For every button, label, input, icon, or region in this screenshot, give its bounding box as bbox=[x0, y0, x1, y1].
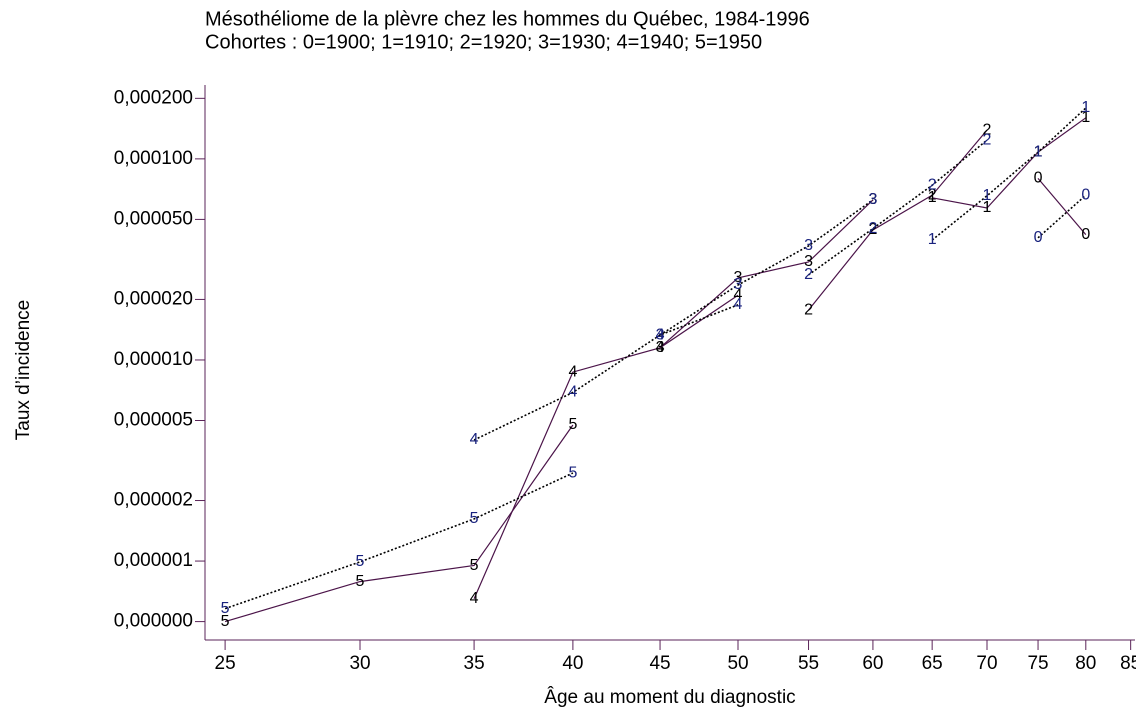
x-tick-label: 75 bbox=[1027, 653, 1048, 674]
point-label: 0 bbox=[1034, 229, 1043, 246]
point-label: 5 bbox=[221, 613, 230, 630]
y-tick-label: 0,000005 bbox=[114, 410, 193, 431]
point-label: 1 bbox=[1081, 99, 1090, 116]
point-label: 3 bbox=[804, 237, 813, 254]
point-label: 5 bbox=[568, 416, 577, 433]
point-label: 4 bbox=[470, 590, 479, 607]
chart-subtitle: Cohortes : 0=1900; 1=1910; 2=1920; 3=193… bbox=[205, 31, 762, 53]
series-line bbox=[1037, 178, 1087, 235]
point-label: 5 bbox=[221, 600, 230, 617]
point-label: 2 bbox=[868, 221, 877, 238]
series-line bbox=[473, 294, 739, 599]
series-line bbox=[659, 199, 874, 349]
point-label: 2 bbox=[804, 301, 813, 318]
y-tick-label: 0,000020 bbox=[114, 288, 193, 309]
point-label: 3 bbox=[656, 326, 665, 343]
x-tick-label: 60 bbox=[862, 653, 883, 674]
point-label: 2 bbox=[804, 266, 813, 283]
x-tick-label: 25 bbox=[215, 653, 236, 674]
point-label: 3 bbox=[868, 191, 877, 208]
y-axis-label: Taux d’incidence bbox=[13, 300, 34, 440]
x-tick-label: 35 bbox=[464, 653, 485, 674]
y-tick-label: 0,000200 bbox=[114, 87, 193, 108]
series-line bbox=[931, 107, 1087, 241]
point-label: 3 bbox=[656, 339, 665, 356]
point-label: 4 bbox=[734, 286, 743, 303]
point-label: 3 bbox=[734, 276, 743, 293]
y-tick-label: 0,000050 bbox=[114, 208, 193, 229]
x-tick-label: 80 bbox=[1075, 653, 1096, 674]
point-label: 5 bbox=[470, 557, 479, 574]
y-tick-label: 0,000001 bbox=[114, 550, 193, 571]
point-label: 5 bbox=[356, 573, 365, 590]
point-label: 2 bbox=[983, 121, 992, 138]
point-label: 4 bbox=[568, 363, 577, 380]
x-tick-label: 50 bbox=[727, 653, 748, 674]
point-label: 1 bbox=[983, 199, 992, 216]
x-tick-label: 40 bbox=[562, 653, 583, 674]
point-label: 2 bbox=[868, 220, 877, 237]
x-tick-label: 70 bbox=[976, 653, 997, 674]
x-tick-label: 55 bbox=[798, 653, 819, 674]
x-tick-label: 85 bbox=[1120, 653, 1136, 674]
series-line bbox=[659, 199, 874, 336]
point-label: 3 bbox=[804, 253, 813, 270]
series-line bbox=[1037, 194, 1087, 239]
point-label: 0 bbox=[1034, 170, 1043, 187]
x-tick-label: 30 bbox=[349, 653, 370, 674]
point-label: 2 bbox=[928, 176, 937, 193]
series-line bbox=[224, 472, 574, 610]
point-label: 1 bbox=[928, 189, 937, 206]
x-tick-label: 65 bbox=[922, 653, 943, 674]
y-tick-label: 0,000000 bbox=[114, 611, 193, 632]
point-label: 5 bbox=[568, 464, 577, 481]
series-line bbox=[808, 139, 988, 276]
x-tick-label: 45 bbox=[649, 653, 670, 674]
y-tick-label: 0,000010 bbox=[114, 349, 193, 370]
x-axis-label: Âge au moment du diagnostic bbox=[544, 686, 795, 708]
point-label: 1 bbox=[983, 187, 992, 204]
point-label: 5 bbox=[356, 553, 365, 570]
point-label: 3 bbox=[734, 269, 743, 286]
point-label: 0 bbox=[1081, 186, 1090, 203]
series-line bbox=[808, 129, 988, 311]
point-label: 1 bbox=[1081, 109, 1090, 126]
y-tick-label: 0,000100 bbox=[114, 148, 193, 169]
point-label: 4 bbox=[568, 384, 577, 401]
point-label: 2 bbox=[983, 131, 992, 148]
series-line bbox=[224, 424, 574, 623]
series-line bbox=[473, 304, 739, 441]
point-label: 2 bbox=[928, 186, 937, 203]
point-label: 4 bbox=[734, 296, 743, 313]
point-label: 5 bbox=[470, 510, 479, 527]
point-label: 4 bbox=[470, 431, 479, 448]
point-label: 1 bbox=[1034, 143, 1043, 160]
y-tick-label: 0,000002 bbox=[114, 490, 193, 511]
point-label: 3 bbox=[868, 191, 877, 208]
point-label: 0 bbox=[1081, 226, 1090, 243]
point-label: 1 bbox=[928, 231, 937, 248]
chart-title: Mésothéliome de la plèvre chez les homme… bbox=[205, 8, 810, 30]
series-line bbox=[932, 117, 1087, 209]
